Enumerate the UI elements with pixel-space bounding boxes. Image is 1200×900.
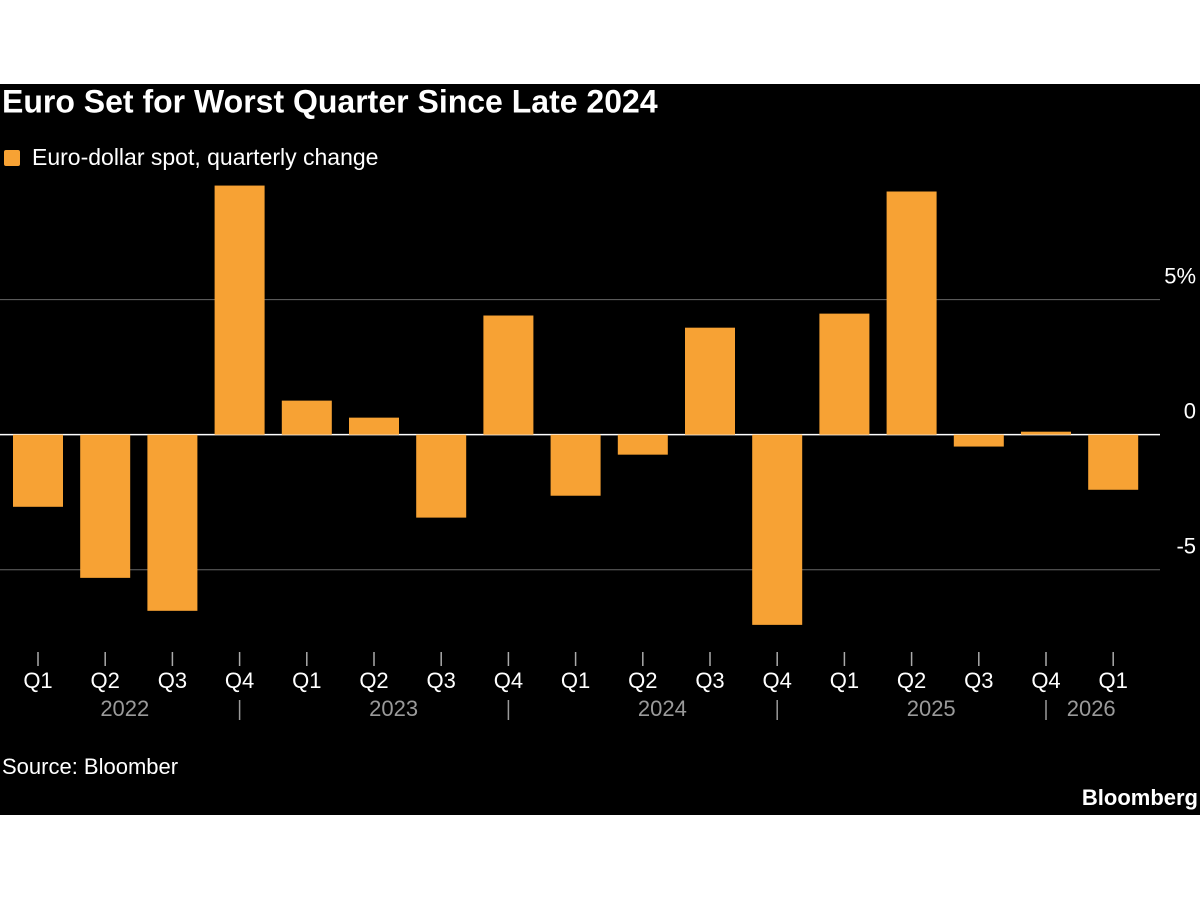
x-tick-label: Q2 [359,668,388,693]
x-tick-label: Q3 [964,668,993,693]
brand: Bloomberg [1082,785,1198,810]
x-tick-label: Q2 [897,668,926,693]
legend-swatch [4,150,20,166]
x-tick-label: Q4 [763,668,792,693]
bar [752,434,803,625]
year-label: 2024 [638,696,687,721]
bar [685,327,735,435]
x-tick-label: Q1 [23,668,52,693]
year-label: 2022 [100,696,149,721]
x-tick-label: Q1 [830,668,859,693]
year-label: 2023 [369,696,418,721]
chart-title: Euro Set for Worst Quarter Since Late 20… [2,83,658,119]
bar [819,313,870,435]
x-tick-label: Q3 [695,668,724,693]
x-tick-label: Q1 [561,668,590,693]
y-tick-label: -5 [1176,534,1196,559]
legend-label: Euro-dollar spot, quarterly change [32,144,378,170]
bar [617,434,668,455]
x-tick-label: Q2 [628,668,657,693]
x-tick-label: Q2 [91,668,120,693]
bar [416,434,467,518]
y-tick-label: 5% [1164,263,1196,288]
bar [147,434,198,611]
bar [80,434,131,578]
bar [1088,434,1139,490]
bar [550,434,601,496]
x-tick-label: Q3 [427,668,456,693]
year-label: 2026 [1067,696,1116,721]
x-tick-label: Q1 [292,668,321,693]
x-tick-label: Q4 [225,668,254,693]
y-tick-label: 0 [1184,398,1196,423]
bar [214,185,265,435]
bar [13,434,63,507]
x-tick-label: Q3 [158,668,187,693]
bar [281,400,332,435]
x-tick-label: Q4 [494,668,523,693]
year-label: 2025 [907,696,956,721]
bar [886,191,937,435]
x-tick-label: Q4 [1031,668,1060,693]
source: Source: Bloomber [2,754,178,779]
x-tick-label: Q1 [1099,668,1128,693]
bar [953,434,1004,447]
bar [483,315,534,435]
bar [349,417,399,435]
bar [1021,431,1071,435]
